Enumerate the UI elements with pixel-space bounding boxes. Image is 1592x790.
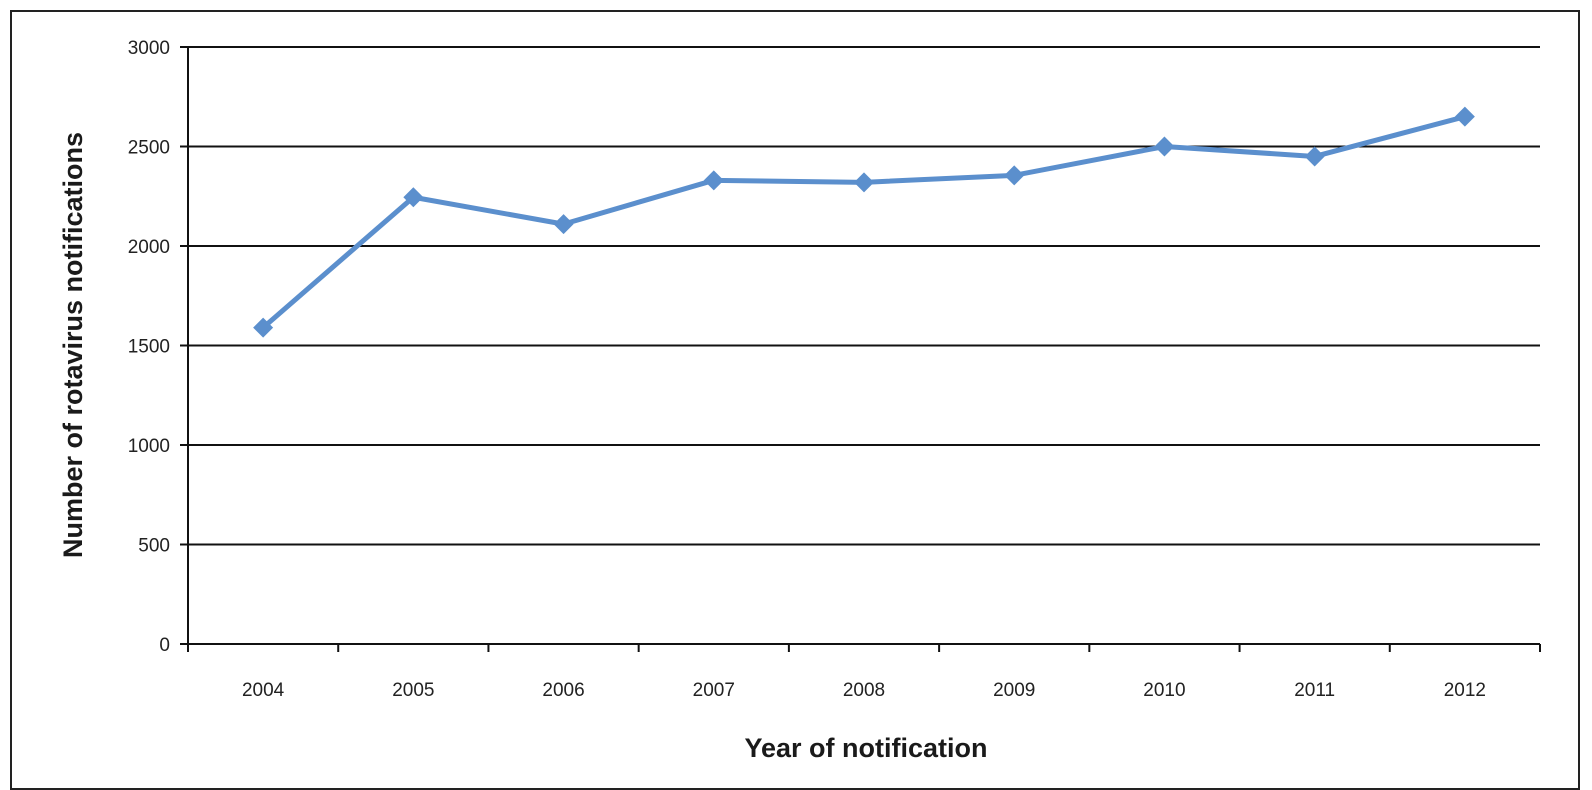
x-axis-title: Year of notification — [744, 733, 987, 763]
x-tick-labels: 2004 2005 2006 2007 2008 2009 2010 2011 2012 — [242, 680, 1486, 701]
y-tick-label: 0 — [159, 635, 170, 656]
chart-frame — [10, 10, 1580, 790]
y-tick-label: 2000 — [128, 237, 170, 258]
data-point-marker — [253, 317, 274, 338]
data-point-marker — [1454, 106, 1475, 127]
data-point-marker — [703, 170, 724, 191]
x-tick-label: 2007 — [693, 680, 735, 701]
data-point-marker — [1154, 136, 1175, 157]
axes — [180, 46, 1541, 652]
x-tick-label: 2010 — [1143, 680, 1185, 701]
gridlines — [188, 46, 1540, 546]
x-tick-label: 2004 — [242, 680, 285, 701]
y-tick-label: 3000 — [128, 38, 170, 59]
series-layer — [253, 106, 1475, 338]
data-point-marker — [854, 172, 874, 193]
y-tick-labels: 0 500 1000 1500 2000 2500 3000 — [128, 38, 170, 656]
y-tick-label: 1500 — [128, 337, 170, 358]
x-tick-label: 2012 — [1444, 680, 1486, 701]
data-point-marker — [553, 214, 574, 235]
y-axis-title: Number of rotavirus notifications — [58, 132, 88, 558]
data-point-marker — [1304, 146, 1325, 167]
x-tick-label: 2005 — [392, 680, 434, 701]
x-tick-label: 2011 — [1294, 680, 1335, 701]
data-point-marker — [403, 187, 424, 208]
series-line — [260, 114, 1468, 331]
y-tick-label: 2500 — [128, 138, 170, 159]
x-tick-label: 2008 — [843, 680, 885, 701]
x-tick-label: 2009 — [993, 680, 1035, 701]
data-point-marker — [1004, 165, 1025, 186]
y-tick-label: 1000 — [128, 436, 170, 457]
y-tick-label: 500 — [138, 536, 170, 557]
x-tick-label: 2006 — [542, 680, 584, 701]
